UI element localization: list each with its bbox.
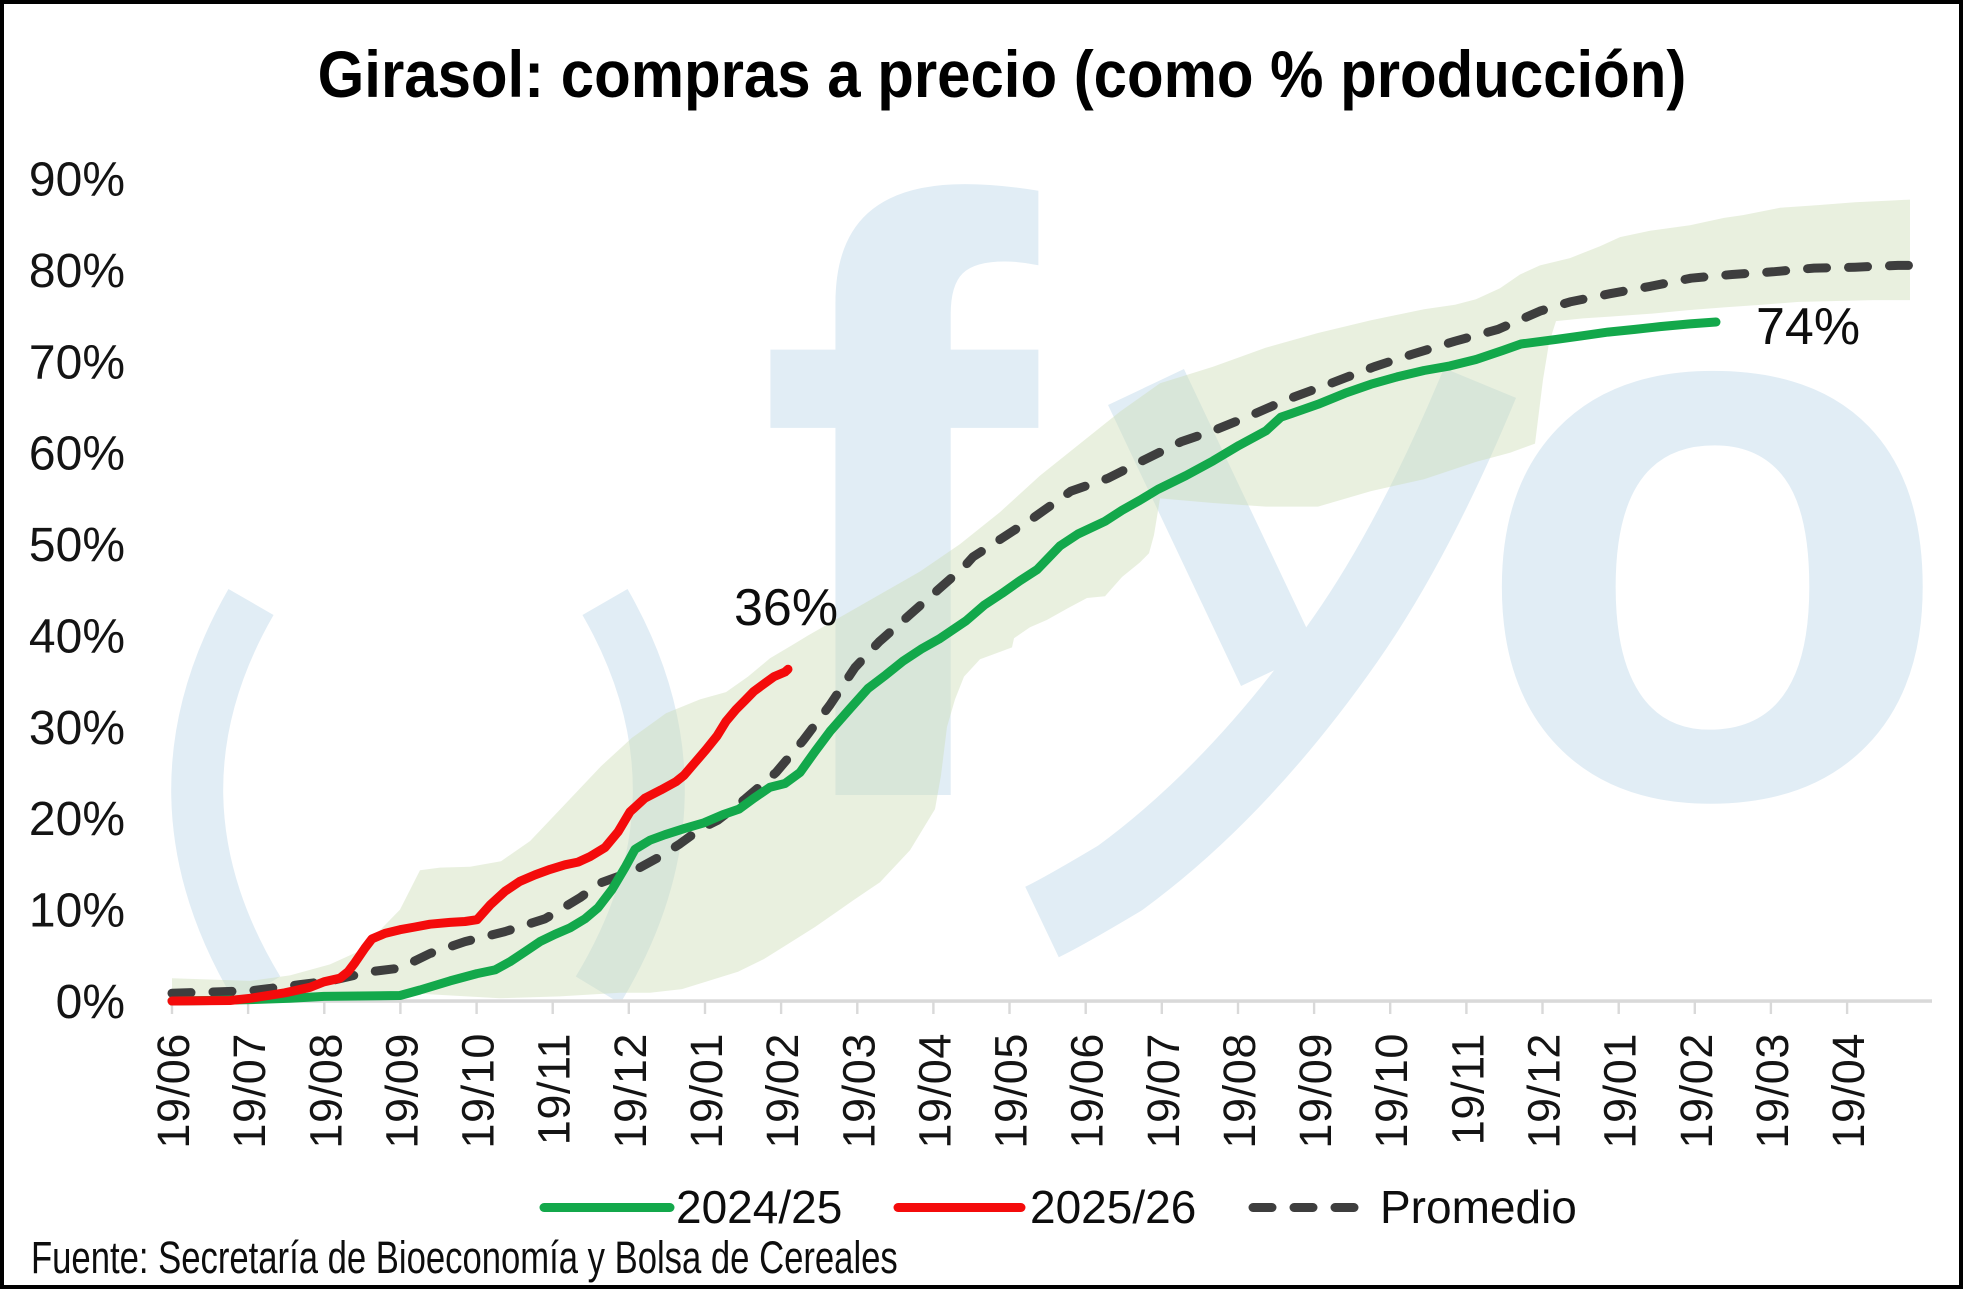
svg-text:40%: 40% [29, 611, 125, 664]
svg-text:19/01: 19/01 [1595, 1033, 1646, 1149]
svg-text:19/03: 19/03 [1747, 1033, 1798, 1149]
svg-text:19/08: 19/08 [1214, 1033, 1265, 1149]
svg-text:19/09: 19/09 [1290, 1033, 1341, 1149]
svg-text:50%: 50% [29, 519, 125, 572]
svg-text:70%: 70% [29, 336, 125, 389]
svg-text:19/12: 19/12 [1519, 1033, 1570, 1149]
svg-text:19/11: 19/11 [1442, 1033, 1493, 1145]
svg-text:20%: 20% [29, 793, 125, 846]
svg-text:19/02: 19/02 [757, 1033, 808, 1149]
svg-text:19/05: 19/05 [986, 1033, 1037, 1149]
svg-text:19/04: 19/04 [1823, 1033, 1874, 1149]
svg-text:19/08: 19/08 [300, 1033, 351, 1149]
svg-text:19/02: 19/02 [1671, 1033, 1722, 1149]
svg-text:19/07: 19/07 [224, 1033, 275, 1149]
svg-text:19/06: 19/06 [1062, 1033, 1113, 1149]
svg-text:10%: 10% [29, 885, 125, 938]
svg-text:19/11: 19/11 [529, 1033, 580, 1145]
svg-text:80%: 80% [29, 245, 125, 298]
svg-text:90%: 90% [29, 154, 125, 207]
svg-text:19/07: 19/07 [1138, 1033, 1189, 1149]
svg-text:60%: 60% [29, 428, 125, 481]
svg-text:f: f [756, 32, 1046, 974]
svg-text:30%: 30% [29, 702, 125, 755]
svg-text:19/06: 19/06 [148, 1033, 199, 1149]
svg-text:19/12: 19/12 [605, 1033, 656, 1149]
svg-text:19/03: 19/03 [833, 1033, 884, 1149]
svg-text:19/01: 19/01 [681, 1033, 732, 1149]
svg-text:19/04: 19/04 [909, 1033, 960, 1149]
svg-text:19/10: 19/10 [453, 1033, 504, 1149]
svg-text:19/10: 19/10 [1366, 1033, 1417, 1149]
svg-text:19/09: 19/09 [376, 1033, 427, 1149]
svg-text:0%: 0% [56, 976, 125, 1029]
